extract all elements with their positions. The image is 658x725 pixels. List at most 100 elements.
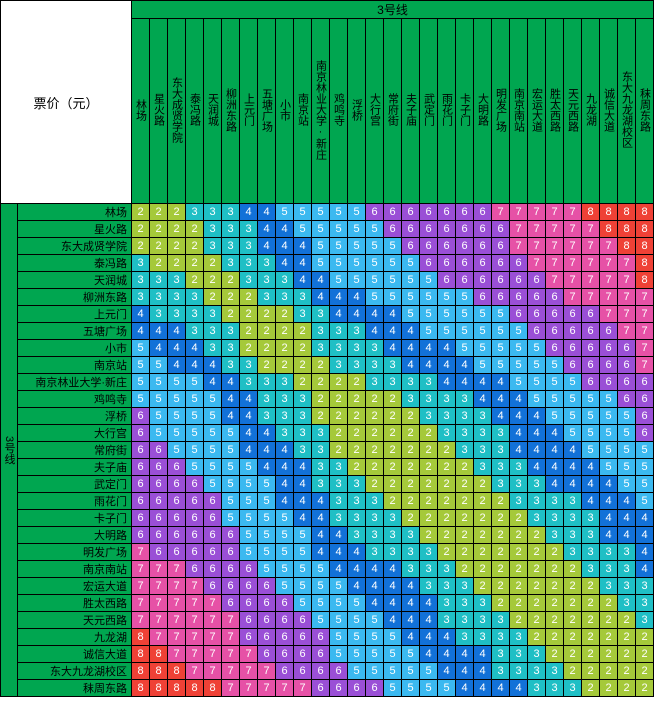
fare-cell: 5 xyxy=(618,476,636,493)
fare-cell: 4 xyxy=(276,442,294,459)
fare-cell: 6 xyxy=(456,272,474,289)
fare-cell: 7 xyxy=(132,578,150,595)
fare-cell: 6 xyxy=(312,663,330,680)
fare-cell: 2 xyxy=(402,425,420,442)
fare-cell: 3 xyxy=(204,323,222,340)
fare-cell: 5 xyxy=(582,442,600,459)
fare-cell: 2 xyxy=(204,255,222,272)
fare-cell: 3 xyxy=(582,510,600,527)
fare-cell: 5 xyxy=(330,272,348,289)
fare-cell: 5 xyxy=(258,544,276,561)
fare-cell: 3 xyxy=(312,425,330,442)
fare-cell: 3 xyxy=(420,578,438,595)
fare-cell: 2 xyxy=(564,663,582,680)
fare-cell: 4 xyxy=(168,340,186,357)
fare-cell: 6 xyxy=(132,408,150,425)
fare-cell: 2 xyxy=(564,561,582,578)
fare-cell: 5 xyxy=(348,238,366,255)
fare-cell: 3 xyxy=(420,561,438,578)
fare-cell: 2 xyxy=(204,272,222,289)
fare-cell: 4 xyxy=(312,289,330,306)
fare-cell: 7 xyxy=(636,340,654,357)
fare-cell: 5 xyxy=(636,476,654,493)
fare-cell: 3 xyxy=(132,289,150,306)
fare-cell: 6 xyxy=(168,544,186,561)
row-header: 卡子门 xyxy=(18,510,132,527)
fare-cell: 7 xyxy=(564,238,582,255)
fare-cell: 2 xyxy=(294,340,312,357)
fare-cell: 4 xyxy=(420,629,438,646)
fare-cell: 2 xyxy=(564,646,582,663)
fare-cell: 3 xyxy=(150,289,168,306)
fare-cell: 2 xyxy=(456,544,474,561)
fare-cell: 5 xyxy=(168,391,186,408)
fare-cell: 6 xyxy=(168,493,186,510)
fare-cell: 7 xyxy=(204,646,222,663)
fare-cell: 3 xyxy=(582,527,600,544)
fare-cell: 3 xyxy=(402,374,420,391)
fare-cell: 7 xyxy=(528,204,546,221)
fare-cell: 6 xyxy=(240,612,258,629)
fare-cell: 5 xyxy=(600,425,618,442)
fare-cell: 6 xyxy=(204,493,222,510)
fare-cell: 5 xyxy=(546,391,564,408)
row-header: 小市 xyxy=(18,340,132,357)
fare-cell: 5 xyxy=(348,595,366,612)
fare-cell: 5 xyxy=(564,391,582,408)
fare-cell: 7 xyxy=(186,612,204,629)
fare-cell: 2 xyxy=(474,510,492,527)
fare-cell: 6 xyxy=(222,578,240,595)
fare-cell: 6 xyxy=(294,646,312,663)
fare-cell: 2 xyxy=(330,374,348,391)
fare-cell: 3 xyxy=(366,510,384,527)
fare-cell: 3 xyxy=(366,493,384,510)
fare-cell: 6 xyxy=(492,238,510,255)
fare-cell: 3 xyxy=(150,272,168,289)
fare-cell: 6 xyxy=(510,272,528,289)
fare-cell: 8 xyxy=(636,238,654,255)
fare-cell: 2 xyxy=(222,306,240,323)
fare-cell: 4 xyxy=(564,459,582,476)
fare-cell: 5 xyxy=(312,221,330,238)
fare-cell: 2 xyxy=(402,493,420,510)
fare-cell: 4 xyxy=(312,493,330,510)
fare-cell: 4 xyxy=(582,476,600,493)
fare-cell: 7 xyxy=(222,680,240,697)
fare-cell: 5 xyxy=(420,289,438,306)
fare-cell: 8 xyxy=(618,238,636,255)
fare-cell: 3 xyxy=(294,442,312,459)
fare-cell: 3 xyxy=(204,340,222,357)
fare-cell: 5 xyxy=(366,663,384,680)
fare-cell: 4 xyxy=(420,340,438,357)
fare-cell: 4 xyxy=(222,374,240,391)
row-header: 宏运大道 xyxy=(18,578,132,595)
fare-cell: 2 xyxy=(528,544,546,561)
fare-cell: 6 xyxy=(582,323,600,340)
fare-cell: 5 xyxy=(312,238,330,255)
fare-cell: 5 xyxy=(366,272,384,289)
fare-cell: 7 xyxy=(186,595,204,612)
fare-cell: 6 xyxy=(294,663,312,680)
fare-cell: 2 xyxy=(582,663,600,680)
col-header: 东大九龙湖校区 xyxy=(618,19,636,204)
fare-cell: 5 xyxy=(240,544,258,561)
fare-cell: 6 xyxy=(366,680,384,697)
fare-cell: 5 xyxy=(294,204,312,221)
fare-cell: 6 xyxy=(402,221,420,238)
fare-cell: 5 xyxy=(312,204,330,221)
fare-cell: 3 xyxy=(204,204,222,221)
fare-cell: 6 xyxy=(348,680,366,697)
row-header: 诚信大道 xyxy=(18,646,132,663)
fare-cell: 6 xyxy=(474,255,492,272)
fare-cell: 5 xyxy=(492,323,510,340)
fare-cell: 3 xyxy=(294,425,312,442)
fare-cell: 3 xyxy=(456,629,474,646)
fare-cell: 5 xyxy=(546,374,564,391)
fare-cell: 3 xyxy=(474,595,492,612)
fare-cell: 2 xyxy=(492,578,510,595)
fare-cell: 2 xyxy=(402,510,420,527)
fare-cell: 5 xyxy=(150,408,168,425)
fare-cell: 4 xyxy=(384,340,402,357)
fare-cell: 4 xyxy=(366,323,384,340)
fare-cell: 4 xyxy=(294,510,312,527)
